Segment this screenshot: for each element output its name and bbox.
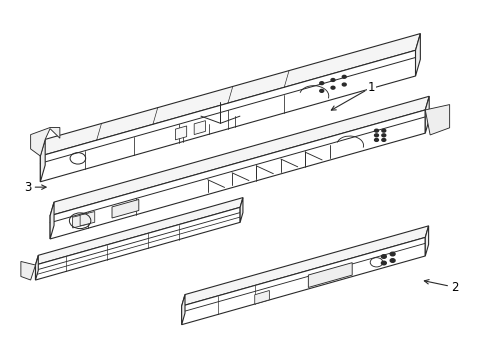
Circle shape [390, 252, 395, 256]
Polygon shape [35, 207, 240, 280]
Polygon shape [35, 198, 243, 265]
Polygon shape [182, 294, 185, 325]
Circle shape [331, 78, 335, 81]
Circle shape [331, 86, 335, 89]
Polygon shape [50, 202, 54, 239]
Circle shape [382, 139, 386, 141]
Polygon shape [40, 50, 416, 182]
Polygon shape [30, 127, 60, 156]
Polygon shape [50, 110, 425, 239]
Polygon shape [425, 96, 429, 133]
Circle shape [381, 261, 386, 265]
Polygon shape [416, 33, 420, 76]
Circle shape [382, 129, 386, 132]
Polygon shape [21, 261, 35, 280]
Circle shape [374, 134, 378, 137]
Polygon shape [80, 212, 95, 226]
Circle shape [374, 139, 378, 141]
Polygon shape [112, 199, 139, 218]
Polygon shape [425, 104, 450, 135]
Circle shape [343, 83, 346, 86]
Polygon shape [425, 226, 429, 256]
Text: 2: 2 [424, 280, 458, 294]
Polygon shape [194, 121, 205, 135]
Polygon shape [175, 126, 187, 140]
Circle shape [374, 129, 378, 132]
Polygon shape [35, 255, 38, 280]
Polygon shape [182, 226, 429, 306]
Circle shape [381, 255, 386, 258]
Polygon shape [73, 214, 87, 228]
Polygon shape [40, 139, 45, 182]
Circle shape [390, 259, 395, 262]
Polygon shape [255, 291, 270, 304]
Polygon shape [308, 263, 352, 288]
Circle shape [320, 89, 324, 92]
Polygon shape [182, 237, 425, 325]
Circle shape [382, 134, 386, 137]
Polygon shape [240, 198, 243, 222]
Polygon shape [50, 96, 429, 216]
Text: 1: 1 [331, 81, 375, 110]
Circle shape [320, 82, 324, 85]
Text: 3: 3 [24, 181, 46, 194]
Circle shape [343, 75, 346, 78]
Polygon shape [40, 33, 420, 156]
